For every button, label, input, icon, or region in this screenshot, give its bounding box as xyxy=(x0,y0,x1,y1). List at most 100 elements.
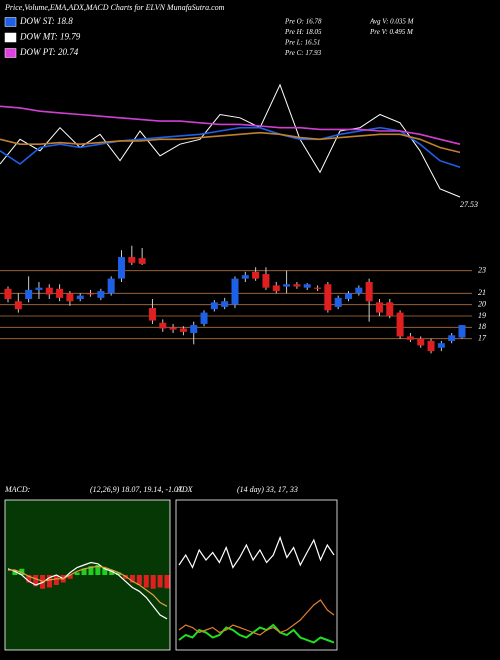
y-tick-label: 23 xyxy=(478,265,486,274)
candle-body xyxy=(76,295,84,299)
macd-bar xyxy=(143,575,149,588)
candle-body xyxy=(396,312,404,337)
candle-body xyxy=(25,289,33,299)
candle-body xyxy=(4,288,12,299)
adx-line xyxy=(178,623,335,644)
macd-bar xyxy=(129,575,135,583)
candle-body xyxy=(56,288,64,298)
candle-body xyxy=(231,278,239,305)
candle-body xyxy=(427,340,435,352)
stat: Pre V: 0.495 M xyxy=(369,28,414,36)
candle-body xyxy=(345,293,352,299)
macd-bar xyxy=(164,575,170,589)
macd-line xyxy=(7,561,168,620)
candle-body xyxy=(241,275,249,279)
chart-title: Price,Volume,EMA,ADX,MACD Charts for ELV… xyxy=(4,3,225,12)
candle-body xyxy=(107,278,115,294)
adx-line xyxy=(178,599,335,636)
macd-bar xyxy=(12,571,18,575)
y-tick-label: 21 xyxy=(478,288,486,297)
candle-body xyxy=(45,287,53,295)
y-tick-label: 20 xyxy=(478,299,486,308)
macd-bar xyxy=(46,575,52,588)
ema-line xyxy=(0,105,461,145)
candle-body xyxy=(252,271,260,279)
legend-swatch xyxy=(4,48,17,58)
candle-body xyxy=(324,284,332,311)
macd-bar xyxy=(157,575,163,588)
y-tick-label: 17 xyxy=(478,333,487,342)
candle-body xyxy=(314,287,322,289)
macd-bar xyxy=(74,572,80,575)
candle-body xyxy=(118,257,125,279)
macd-panel xyxy=(4,499,171,651)
legend-swatch xyxy=(4,17,17,27)
stat: Pre O: 16.78 xyxy=(284,18,322,26)
candle-body xyxy=(448,335,456,341)
legend-label: DOW PT: 20.74 xyxy=(19,47,79,57)
candle-body xyxy=(303,284,311,288)
adx-title: ADX xyxy=(176,485,194,494)
macd-bar xyxy=(150,575,156,589)
ema-line xyxy=(0,131,461,154)
candle-body xyxy=(87,293,95,295)
candle-body xyxy=(272,285,280,292)
candle-body xyxy=(169,327,177,330)
candle-body xyxy=(179,328,187,332)
macd-bar xyxy=(33,575,39,587)
candle-body xyxy=(66,293,74,302)
candle-body xyxy=(138,258,146,264)
macd-params: (12,26,9) 18.07, 19.14, -1.07 xyxy=(90,485,183,494)
candle-body xyxy=(97,291,105,298)
legend-label: DOW MT: 19.79 xyxy=(19,32,81,42)
ema-line xyxy=(0,126,461,169)
candle-body xyxy=(14,301,22,310)
macd-bar xyxy=(26,575,32,583)
candle-body xyxy=(190,325,198,333)
candle-body xyxy=(365,282,373,302)
y-tick-label: 18 xyxy=(478,322,486,331)
candle-body xyxy=(437,343,445,348)
macd-bar xyxy=(136,575,142,585)
macd-bar xyxy=(95,565,101,575)
macd-bar xyxy=(116,572,122,575)
macd-bar xyxy=(81,568,87,575)
macd-bar xyxy=(67,575,73,579)
candle-body xyxy=(283,284,291,287)
macd-bar xyxy=(109,570,115,575)
candle-body xyxy=(200,312,208,324)
candle-body xyxy=(334,297,342,307)
stat: Pre L: 16.51 xyxy=(284,39,320,47)
candle-body xyxy=(128,257,136,263)
candle-body xyxy=(293,284,301,287)
candle-body xyxy=(458,325,466,338)
stat: Pre C: 17.93 xyxy=(284,49,322,57)
stat: Pre H: 18.05 xyxy=(284,28,322,36)
last-value: 27.53 xyxy=(460,200,478,209)
candle-body xyxy=(210,302,218,310)
candle-body xyxy=(417,338,425,346)
adx-params: (14 day) 33, 17, 33 xyxy=(237,485,298,494)
candle-body xyxy=(355,287,363,294)
candle-body xyxy=(221,301,229,307)
adx-panel xyxy=(175,499,338,651)
candle-body xyxy=(262,274,270,288)
candle-body xyxy=(159,322,167,329)
macd-bar xyxy=(53,575,59,585)
y-tick-label: 19 xyxy=(478,311,486,320)
legend-swatch xyxy=(4,32,17,43)
candle-body xyxy=(148,308,156,321)
legend-label: DOW ST: 18.8 xyxy=(19,16,73,26)
candle-body xyxy=(375,302,383,313)
candle-body xyxy=(386,302,394,316)
candle-body xyxy=(406,336,414,340)
candle-body xyxy=(35,287,43,290)
stat: Avg V: 0.035 M xyxy=(369,18,415,26)
macd-line xyxy=(8,565,168,607)
adx-line xyxy=(178,535,335,569)
macd-title: MACD: xyxy=(4,485,31,494)
macd-bar xyxy=(88,566,94,575)
macd-bar xyxy=(102,567,108,575)
